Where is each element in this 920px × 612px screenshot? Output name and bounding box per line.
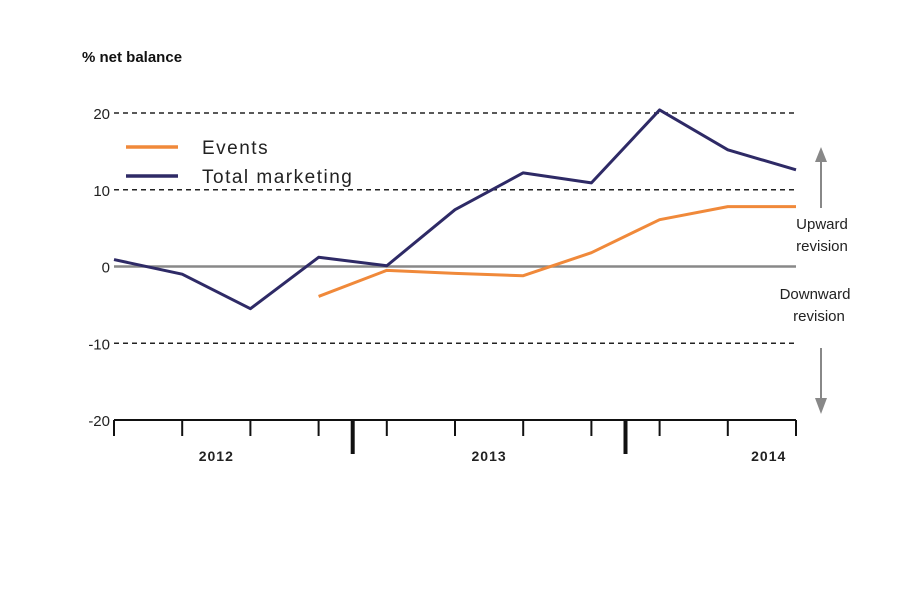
upward-label-2: revision [796,238,848,255]
revision-annotation: Upward revision Downward revision [780,147,851,414]
legend-label-events: Events [202,138,269,159]
series-line-events [318,205,796,298]
legend-label-total-marketing: Total marketing [202,167,353,188]
upward-label-1: Upward [796,216,848,233]
y-tick-label: -10 [88,336,110,353]
down-arrow-icon [815,398,827,414]
series-line-total-marketing [113,108,797,311]
y-tick-label: -20 [88,413,110,430]
y-tick-label: 10 [93,183,110,200]
y-tick-label: 0 [102,260,110,277]
up-arrow-icon [815,147,827,162]
y-axis-title: % net balance [82,49,182,66]
x-year-label: 2014 [751,448,786,464]
y-tick-label: 20 [93,106,110,123]
downward-label-2: revision [793,308,845,325]
x-year-label: 2013 [472,448,507,464]
legend: Events Total marketing [126,138,353,188]
x-year-label: 2012 [199,448,234,464]
downward-label-1: Downward [780,286,851,303]
